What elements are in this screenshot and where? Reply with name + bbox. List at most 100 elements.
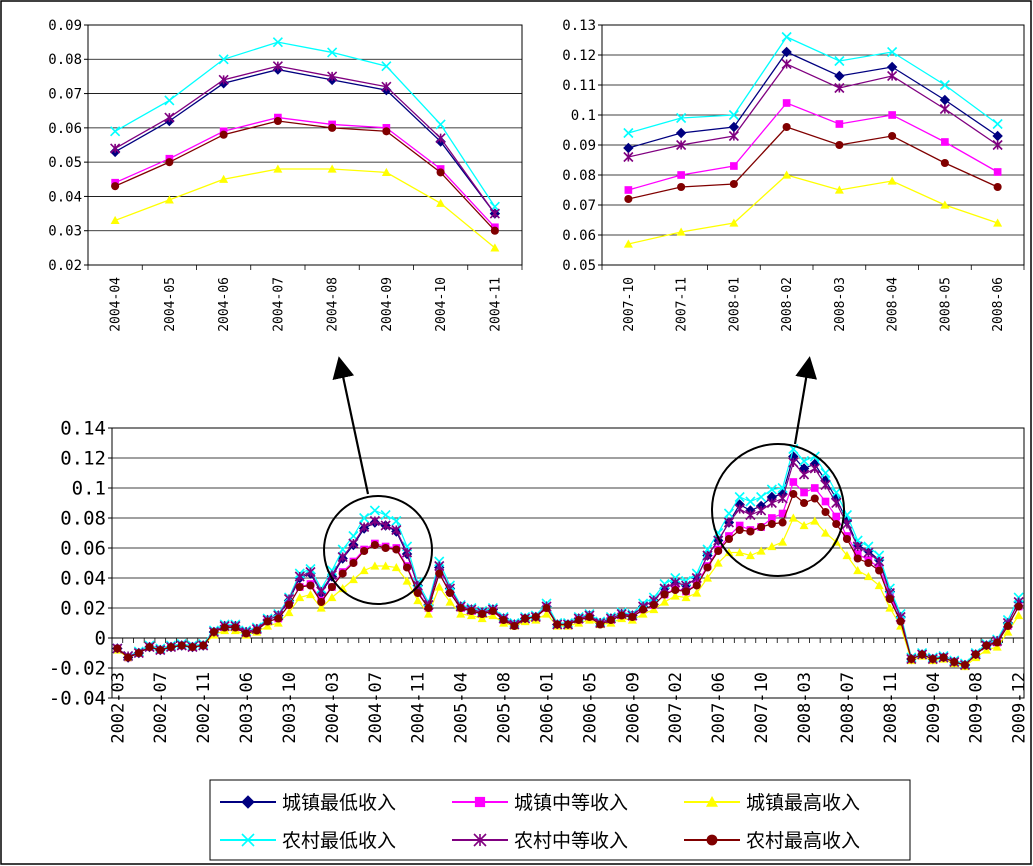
series-s3 bbox=[623, 170, 1003, 248]
data-point-s4 bbox=[218, 54, 229, 65]
y-tick-label: 0.03 bbox=[48, 224, 82, 240]
data-point-s6 bbox=[531, 612, 540, 622]
y-tick-label: 0.12 bbox=[60, 448, 106, 470]
data-point-s3 bbox=[681, 593, 691, 602]
x-tick-label: 2004-04 bbox=[109, 277, 124, 332]
y-tick-label: 0.09 bbox=[562, 138, 596, 154]
data-point-s3 bbox=[834, 185, 844, 194]
data-point-s6 bbox=[810, 494, 819, 503]
y-tick-label: 0.05 bbox=[48, 155, 82, 171]
data-point-s4 bbox=[110, 126, 121, 137]
data-point-s6 bbox=[436, 168, 445, 177]
series-line-s4 bbox=[628, 36, 999, 134]
data-point-s6 bbox=[585, 612, 594, 622]
series-line-s5 bbox=[114, 65, 496, 214]
data-point-s5 bbox=[863, 547, 874, 558]
data-point-s3 bbox=[940, 200, 950, 209]
x-tick-label: 2004-07 bbox=[271, 277, 286, 332]
data-point-s4 bbox=[391, 515, 402, 527]
series-line-s4 bbox=[114, 41, 496, 208]
data-point-s4 bbox=[834, 55, 845, 67]
series-line-s1 bbox=[114, 68, 496, 214]
data-point-s3 bbox=[1014, 611, 1024, 620]
data-point-s6 bbox=[864, 558, 873, 568]
data-point-s3 bbox=[745, 551, 755, 560]
data-point-s6 bbox=[907, 654, 916, 664]
data-point-s6 bbox=[821, 507, 830, 517]
data-point-s4 bbox=[380, 509, 391, 521]
data-point-s5 bbox=[798, 469, 810, 480]
data-point-s3 bbox=[219, 174, 229, 183]
legend-item-s3: 城镇最高收入 bbox=[684, 792, 860, 814]
data-point-s6 bbox=[156, 645, 165, 655]
data-point-s3 bbox=[295, 593, 305, 602]
data-point-s6 bbox=[789, 489, 798, 499]
data-point-s3 bbox=[887, 176, 897, 185]
data-point-s6 bbox=[382, 127, 391, 136]
data-point-s6 bbox=[165, 158, 174, 167]
y-tick-label: 0.04 bbox=[60, 568, 106, 590]
data-point-s5 bbox=[164, 112, 175, 123]
data-point-s5 bbox=[294, 571, 305, 582]
data-point-s6 bbox=[928, 654, 937, 664]
data-point-s6 bbox=[960, 660, 970, 670]
data-point-s5 bbox=[327, 71, 338, 82]
data-point-s3 bbox=[799, 521, 809, 530]
data-point-s3 bbox=[1003, 627, 1013, 636]
data-point-s3 bbox=[413, 596, 423, 605]
data-point-s3 bbox=[348, 575, 358, 584]
x-tick-label: 2008-03 bbox=[833, 277, 848, 332]
series-line-s5 bbox=[628, 63, 998, 158]
data-point-s6 bbox=[381, 543, 390, 553]
zoom-arrow-right bbox=[793, 356, 818, 445]
data-point-s3 bbox=[874, 581, 884, 590]
data-point-s5 bbox=[434, 560, 445, 572]
data-point-s6 bbox=[370, 540, 379, 550]
data-point-s6 bbox=[403, 563, 412, 572]
zoom-circle-2004 bbox=[323, 495, 433, 605]
x-tick-label: 2008-07 bbox=[838, 672, 858, 744]
series-line-s6 bbox=[628, 126, 998, 200]
data-point-s4 bbox=[369, 505, 380, 516]
data-point-s6 bbox=[888, 131, 897, 141]
data-point-s5 bbox=[788, 457, 799, 468]
x-tick-label: 2003-06 bbox=[237, 672, 257, 744]
data-point-s3 bbox=[810, 516, 820, 525]
y-tick-label: 0.08 bbox=[60, 508, 106, 530]
data-point-s6 bbox=[327, 582, 337, 592]
series-line-s2 bbox=[114, 116, 496, 228]
data-point-s6 bbox=[113, 644, 122, 653]
data-point-s6 bbox=[617, 611, 626, 620]
data-point-s2 bbox=[835, 120, 844, 128]
data-point-s6 bbox=[692, 581, 701, 590]
x-tick-label: 2007-10 bbox=[622, 277, 637, 332]
data-point-s5 bbox=[734, 503, 745, 515]
data-point-s6 bbox=[782, 122, 791, 132]
data-point-s6 bbox=[799, 498, 809, 508]
data-point-s3 bbox=[391, 563, 401, 572]
x-tick-label: 2005-08 bbox=[495, 672, 515, 744]
data-point-s6 bbox=[392, 545, 401, 554]
data-point-s3 bbox=[782, 170, 792, 179]
data-point-s1 bbox=[781, 46, 792, 58]
data-point-s3 bbox=[359, 566, 369, 575]
data-point-s3 bbox=[542, 609, 552, 618]
data-point-s4 bbox=[728, 109, 739, 121]
data-point-s3 bbox=[110, 215, 120, 225]
data-point-s2 bbox=[810, 484, 819, 492]
data-point-s6 bbox=[735, 525, 744, 535]
data-point-s3 bbox=[424, 609, 434, 618]
data-point-s6 bbox=[939, 653, 948, 662]
data-point-s5 bbox=[728, 130, 739, 142]
data-point-s6 bbox=[521, 614, 530, 623]
x-tick-label: 2002-07 bbox=[151, 672, 171, 744]
legend-marker bbox=[706, 834, 718, 846]
data-point-s4 bbox=[777, 482, 788, 494]
data-point-s2 bbox=[941, 138, 949, 146]
data-point-s5 bbox=[939, 103, 950, 115]
data-point-s5 bbox=[218, 74, 229, 85]
data-point-s6 bbox=[467, 606, 476, 616]
legend-item-s1: 城镇最低收入 bbox=[220, 792, 396, 814]
y-tick-label: 0.08 bbox=[48, 52, 82, 68]
data-point-s5 bbox=[723, 517, 735, 528]
